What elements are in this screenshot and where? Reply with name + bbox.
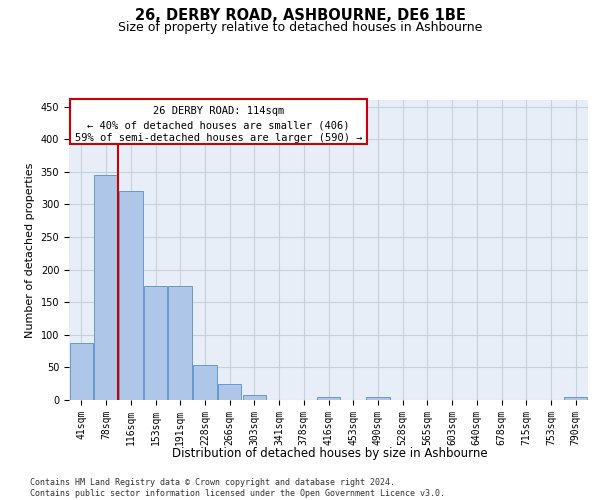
Bar (94, 175, 118, 400)
Text: Contains HM Land Registry data © Crown copyright and database right 2024.
Contai: Contains HM Land Registry data © Crown c… (30, 478, 445, 498)
Text: ← 40% of detached houses are smaller (406): ← 40% of detached houses are smaller (40… (87, 120, 350, 130)
Bar (144, 286, 167, 400)
Bar (242, 395, 266, 400)
Text: 26, DERBY ROAD, ASHBOURNE, DE6 1BE: 26, DERBY ROAD, ASHBOURNE, DE6 1BE (134, 8, 466, 22)
Bar (218, 384, 241, 400)
Bar (169, 286, 192, 400)
Y-axis label: Number of detached properties: Number of detached properties (25, 162, 35, 338)
Text: Distribution of detached houses by size in Ashbourne: Distribution of detached houses by size … (172, 448, 488, 460)
Bar (193, 366, 217, 400)
FancyBboxPatch shape (70, 98, 367, 144)
Bar (70, 342, 93, 400)
Text: 59% of semi-detached houses are larger (590) →: 59% of semi-detached houses are larger (… (75, 133, 362, 143)
Text: Size of property relative to detached houses in Ashbourne: Size of property relative to detached ho… (118, 21, 482, 34)
Bar (119, 192, 143, 400)
Bar (317, 396, 340, 400)
Bar (366, 396, 389, 400)
Text: 26 DERBY ROAD: 114sqm: 26 DERBY ROAD: 114sqm (153, 106, 284, 117)
Bar (564, 396, 587, 400)
